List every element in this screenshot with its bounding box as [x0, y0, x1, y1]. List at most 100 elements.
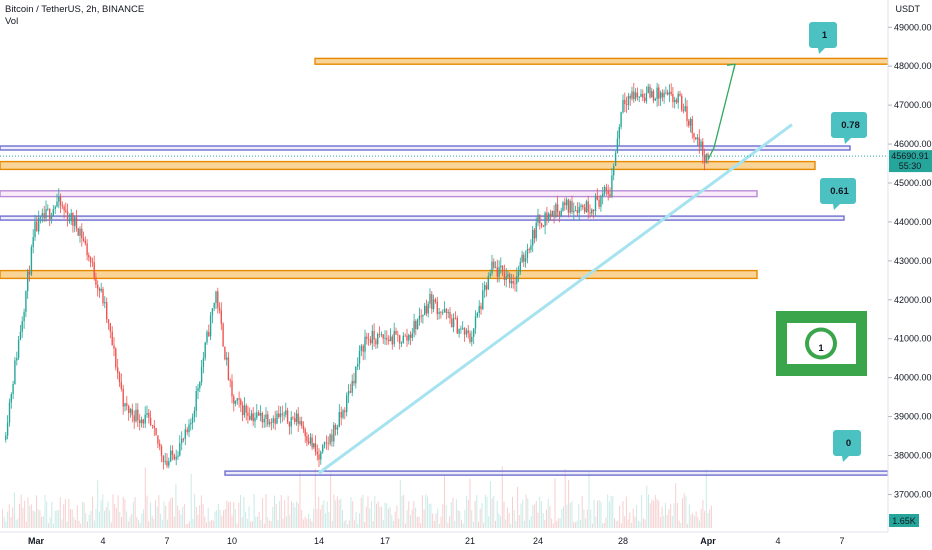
fib-callout[interactable]: 0.61: [820, 178, 856, 210]
candle-body: [75, 217, 78, 229]
horizontal-zone[interactable]: [0, 160, 816, 171]
volume-bar: [109, 510, 111, 528]
candle-body: [458, 329, 460, 334]
volume-bar: [415, 507, 417, 528]
candle-body: [627, 96, 630, 105]
volume-bar: [622, 501, 624, 528]
candle-body: [302, 425, 305, 430]
volume-bar: [447, 523, 449, 528]
volume-bar: [314, 468, 316, 528]
candle-body: [498, 267, 500, 277]
candle-body: [640, 93, 642, 97]
volume-bar: [665, 502, 666, 528]
volume-bar: [382, 519, 384, 528]
horizontal-zone[interactable]: [0, 145, 851, 151]
volume-bar: [257, 516, 258, 528]
volume-bar: [692, 512, 694, 528]
candle-body: [263, 418, 265, 423]
candle-body: [549, 213, 552, 216]
volume-bar: [479, 508, 481, 528]
volume-bar: [165, 505, 167, 528]
volume-bar: [3, 516, 5, 528]
volume-bar: [697, 517, 699, 528]
volume-bar: [590, 509, 592, 528]
candle-body: [333, 424, 335, 442]
horizontal-zone[interactable]: [0, 215, 845, 221]
price-tick-label: 40000.00: [894, 373, 932, 383]
volume-bar: [54, 510, 56, 528]
price-tick-label: 39000.00: [894, 412, 932, 422]
candle-body: [560, 210, 562, 217]
volume-bar: [620, 523, 622, 528]
volume-bar: [379, 506, 381, 528]
candle-body: [5, 435, 7, 440]
volume-bar: [5, 521, 7, 528]
volume-bar: [115, 508, 117, 528]
candle-body: [526, 249, 529, 259]
candle-body: [442, 312, 444, 314]
volume-bar: [287, 495, 289, 528]
time-tick-label: 17: [380, 536, 390, 546]
fib-callout[interactable]: 1: [809, 22, 837, 54]
candle-body: [16, 358, 18, 361]
volume-bar: [598, 499, 600, 528]
candle-body: [555, 204, 557, 217]
symbol-title: Bitcoin / TetherUS, 2h, BINANCE: [5, 4, 144, 15]
candle-body: [336, 427, 339, 430]
volume-bar: [234, 509, 236, 528]
volume-bar: [568, 480, 570, 528]
volume-bar: [240, 495, 241, 528]
horizontal-zone[interactable]: [0, 190, 758, 198]
volume-bar: [160, 513, 162, 528]
volume-bar: [525, 494, 527, 528]
volume-bar: [151, 515, 153, 528]
candle-body: [274, 418, 276, 424]
candle-body: [600, 196, 602, 207]
candle-body: [371, 330, 373, 344]
candle-body: [258, 412, 260, 416]
volume-bar: [493, 495, 495, 528]
volume-bar: [462, 523, 464, 528]
candle-body: [625, 104, 628, 105]
volume-bar: [501, 466, 503, 528]
volume-bar: [659, 517, 661, 528]
projection-arrow[interactable]: [707, 64, 736, 160]
candle-body: [168, 461, 170, 466]
candle-body: [215, 291, 217, 304]
volume-bar: [529, 519, 530, 528]
trendline[interactable]: [318, 123, 793, 475]
fib-callout[interactable]: 0: [833, 430, 861, 462]
candle-body: [155, 428, 157, 436]
horizontal-zone[interactable]: [0, 269, 758, 280]
candle-body: [240, 399, 242, 406]
candle-body: [227, 357, 230, 381]
candle-body: [47, 208, 49, 210]
candle-body: [375, 339, 377, 345]
candle-body: [609, 194, 611, 197]
volume-bar: [617, 520, 619, 528]
volume-bar: [83, 502, 85, 528]
fib-callout[interactable]: 0.78: [831, 112, 867, 144]
candle-body: [386, 337, 388, 340]
volume-bar: [53, 523, 54, 528]
candle-body: [649, 86, 651, 98]
volume-bar: [13, 492, 15, 528]
candle-body: [622, 99, 624, 113]
volume-bar: [406, 509, 408, 528]
candle-body: [117, 367, 119, 373]
volume-bar: [705, 469, 707, 528]
volume-bar: [656, 499, 658, 528]
horizontal-zone[interactable]: [224, 470, 889, 476]
candle-body: [583, 207, 586, 212]
volume-bar: [580, 520, 581, 528]
volume-bar: [498, 513, 500, 528]
candle-body: [72, 213, 74, 226]
candle-body: [181, 438, 183, 444]
horizontal-zone[interactable]: [314, 57, 889, 65]
time-tick-label: 24: [533, 536, 543, 546]
candle-body: [229, 380, 231, 382]
volume-bar: [189, 521, 190, 528]
volume-bar: [66, 521, 68, 528]
candle-body: [318, 454, 320, 460]
